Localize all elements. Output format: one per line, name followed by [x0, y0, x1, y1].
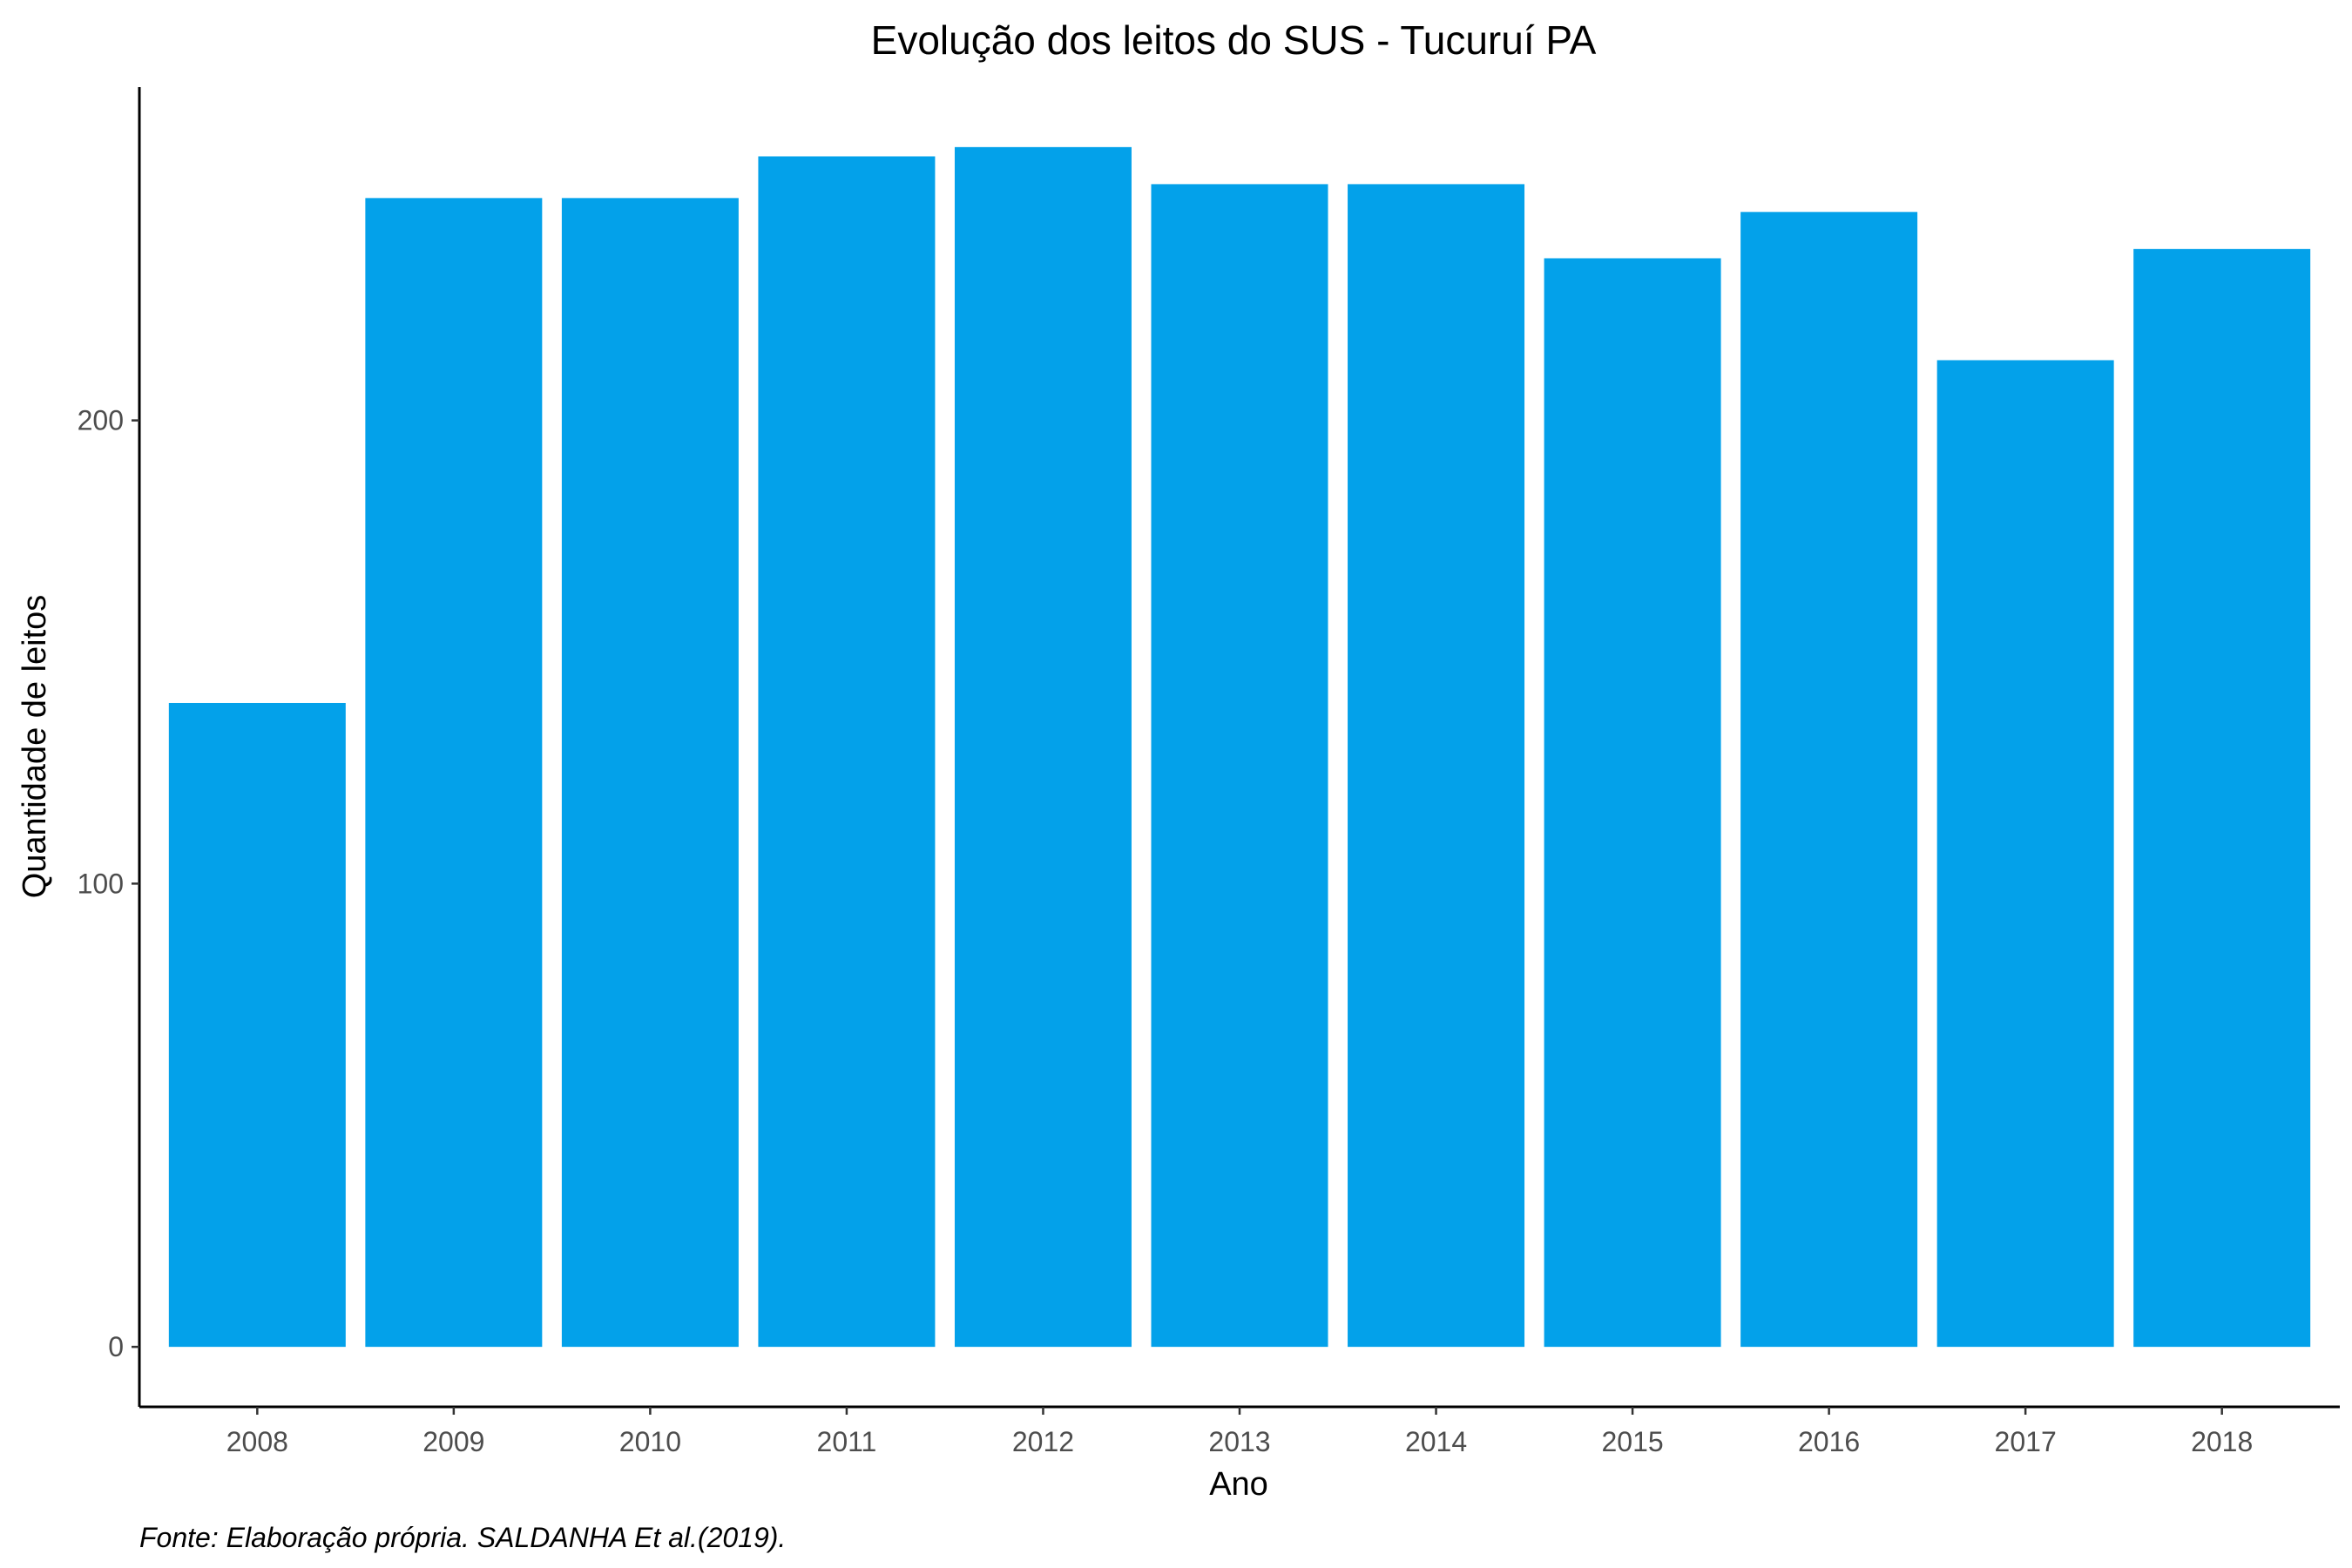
x-tick-label-2015: 2015 — [1601, 1426, 1663, 1457]
bar-2011 — [758, 156, 936, 1348]
bar-2014 — [1348, 184, 1525, 1348]
x-tick-label-2012: 2012 — [1012, 1426, 1074, 1457]
x-tick-label-2009: 2009 — [422, 1426, 484, 1457]
bar-2017 — [1936, 360, 2114, 1348]
x-tick-label-2018: 2018 — [2191, 1426, 2253, 1457]
bar-2016 — [1740, 212, 1918, 1348]
x-tick-label-2017: 2017 — [1995, 1426, 2057, 1457]
bar-2008 — [168, 702, 346, 1348]
y-axis-title: Quantidade de leitos — [17, 595, 53, 899]
chart-title: Evolução dos leitos do SUS - Tucuruí PA — [871, 17, 1597, 63]
x-tick-label-2013: 2013 — [1208, 1426, 1270, 1457]
bar-2013 — [1151, 184, 1328, 1348]
x-axis-title: Ano — [1209, 1466, 1268, 1503]
bar-2018 — [2133, 248, 2311, 1348]
bar-2012 — [954, 146, 1132, 1348]
x-tick-label-2014: 2014 — [1405, 1426, 1467, 1457]
bar-2009 — [365, 198, 543, 1348]
bars-group — [168, 146, 2311, 1348]
bar-2010 — [561, 198, 739, 1348]
x-tick-label-2010: 2010 — [619, 1426, 681, 1457]
x-tick-label-2016: 2016 — [1798, 1426, 1860, 1457]
y-tick-label-200: 200 — [78, 405, 124, 436]
source-caption: Fonte: Elaboração própria. SALDANHA Et a… — [139, 1522, 786, 1553]
x-tick-label-2011: 2011 — [817, 1426, 877, 1457]
y-ticks-group: 0 100 200 — [78, 405, 139, 1362]
bar-2015 — [1544, 258, 1721, 1348]
y-tick-label-0: 0 — [108, 1331, 124, 1362]
x-tick-label-2008: 2008 — [226, 1426, 288, 1457]
x-ticks-group: 2008 2009 2010 2011 2012 2013 2014 2015 2016 2017… — [226, 1407, 2253, 1457]
y-tick-label-100: 100 — [78, 868, 124, 899]
